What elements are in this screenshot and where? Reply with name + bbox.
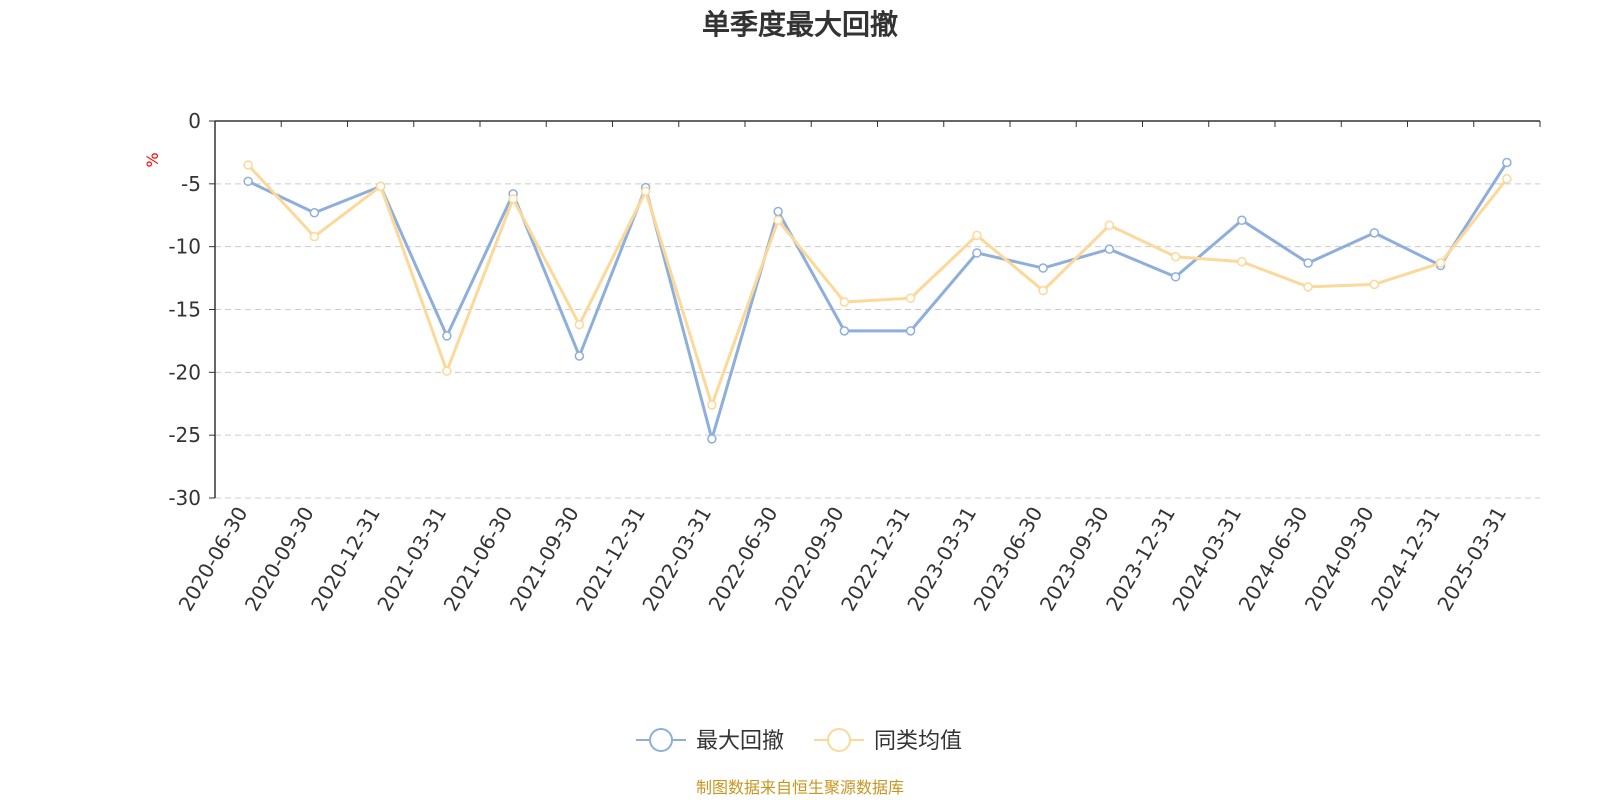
data-point-series-0[interactable]: [1104, 244, 1115, 254]
y-tick-label: -20: [168, 360, 201, 384]
data-point-series-1[interactable]: [442, 366, 452, 376]
y-tick-label: -10: [168, 235, 201, 259]
y-tick-label: -5: [181, 172, 201, 196]
data-point-series-0[interactable]: [309, 207, 320, 218]
data-point-series-0[interactable]: [707, 434, 717, 444]
data-point-series-1[interactable]: [309, 231, 320, 242]
x-tick-label: 2021-03-31: [372, 503, 451, 616]
x-tick-label: 2022-03-31: [637, 503, 716, 616]
data-point-series-1[interactable]: [574, 319, 585, 330]
data-point-series-0[interactable]: [972, 248, 982, 258]
y-axis-unit-label: %: [143, 152, 162, 167]
data-point-series-1[interactable]: [508, 194, 518, 204]
x-tick-label: 2024-06-30: [1234, 503, 1313, 616]
data-point-series-1[interactable]: [1038, 285, 1048, 296]
x-tick-label: 2023-03-31: [902, 503, 981, 616]
data-point-series-0[interactable]: [839, 326, 850, 336]
x-tick-label: 2021-09-30: [505, 503, 584, 616]
data-point-series-0[interactable]: [773, 206, 783, 217]
data-point-series-0[interactable]: [1369, 228, 1380, 238]
data-point-series-1[interactable]: [1104, 220, 1115, 231]
data-point-series-1[interactable]: [905, 293, 916, 303]
data-point-series-1[interactable]: [375, 181, 386, 192]
x-tick-label: 2024-09-30: [1300, 503, 1379, 616]
axes: 0-5-10-15-20-25-302020-06-302020-09-3020…: [168, 109, 1541, 616]
x-tick-label: 2020-12-31: [306, 503, 385, 616]
x-tick-label: 2022-09-30: [770, 503, 849, 616]
x-tick-label: 2023-09-30: [1035, 503, 1114, 616]
data-point-series-0[interactable]: [1502, 157, 1512, 168]
x-tick-label: 2020-09-30: [240, 503, 319, 616]
y-tick-label: -25: [168, 423, 201, 447]
x-tick-label: 2022-06-30: [704, 503, 783, 616]
series-lines: [243, 157, 1512, 444]
data-point-series-1[interactable]: [1237, 256, 1247, 267]
x-tick-label: 2023-12-31: [1101, 503, 1180, 616]
data-point-series-0[interactable]: [243, 176, 253, 187]
chart-title: 单季度最大回撤: [702, 8, 898, 41]
legend-label-max-drawdown: 最大回撤: [696, 729, 784, 754]
x-tick-label: 2023-06-30: [969, 503, 1048, 616]
data-source-note: 制图数据来自恒生聚源数据库: [696, 778, 904, 797]
x-tick-label: 2021-06-30: [439, 503, 518, 616]
data-point-series-0[interactable]: [442, 331, 452, 341]
data-point-series-0[interactable]: [1237, 215, 1247, 226]
data-point-series-0[interactable]: [1170, 272, 1181, 282]
data-point-series-1[interactable]: [707, 400, 717, 410]
legend[interactable]: 最大回撤 同类均值: [636, 728, 962, 754]
data-point-series-1[interactable]: [773, 215, 783, 226]
x-tick-label: 2021-12-31: [571, 503, 650, 616]
data-point-series-1[interactable]: [1502, 174, 1512, 184]
data-point-series-0[interactable]: [1303, 258, 1313, 268]
x-tick-label: 2024-03-31: [1167, 503, 1246, 616]
x-tick-label: 2022-12-31: [836, 503, 915, 616]
legend-marker-category-average: [827, 728, 851, 752]
legend-marker-max-drawdown: [649, 728, 673, 752]
gridlines: [215, 183, 1540, 499]
legend-label-category-average: 同类均值: [874, 729, 962, 754]
data-point-series-0[interactable]: [1038, 263, 1048, 273]
x-tick-label: 2024-12-31: [1366, 503, 1445, 616]
data-point-series-1[interactable]: [972, 230, 982, 241]
y-tick-label: -15: [168, 298, 201, 322]
data-point-series-1[interactable]: [1435, 258, 1446, 268]
data-point-series-1[interactable]: [1369, 279, 1380, 290]
legend-item-category-average[interactable]: 同类均值: [814, 728, 962, 754]
series-line-0: [247, 161, 1509, 441]
data-point-series-1[interactable]: [839, 297, 850, 307]
legend-item-max-drawdown[interactable]: 最大回撤: [636, 728, 784, 754]
y-tick-label: -30: [168, 486, 201, 510]
x-tick-label: 2020-06-30: [174, 503, 253, 616]
series-line-1: [247, 163, 1509, 407]
data-point-series-1[interactable]: [243, 160, 253, 170]
x-tick-label: 2025-03-31: [1432, 503, 1511, 616]
data-point-series-1[interactable]: [1303, 282, 1313, 292]
data-point-series-1[interactable]: [640, 186, 651, 197]
data-point-series-0[interactable]: [574, 351, 585, 361]
data-point-series-0[interactable]: [905, 326, 916, 336]
data-point-series-1[interactable]: [1170, 251, 1181, 262]
y-tick-label: 0: [188, 109, 201, 133]
